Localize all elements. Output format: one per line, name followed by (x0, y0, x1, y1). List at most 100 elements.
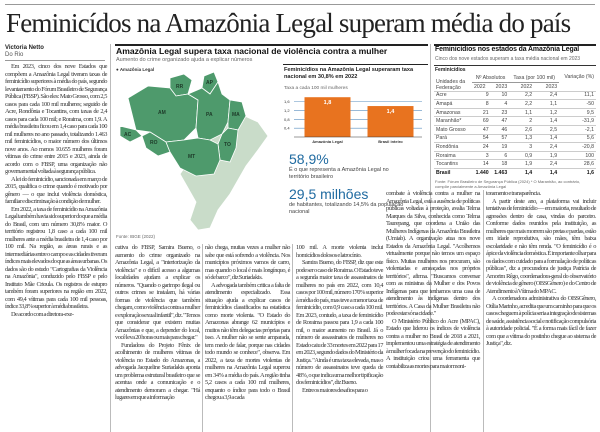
map-state-mt (165, 137, 221, 177)
y-tick-label: 1,2 (284, 108, 290, 113)
top-rule (5, 4, 595, 5)
table-row: Maranhão* 69 47 2 1,4 -31,9 (434, 116, 596, 127)
column-divider (430, 44, 431, 432)
state-name: Roraima (434, 151, 472, 161)
table-cell: 1,9 (534, 151, 560, 161)
table-cell: 1,3 (509, 134, 535, 144)
table-cell: 5,6 (559, 134, 596, 144)
table-cell: 2,6 (509, 125, 535, 135)
map-label-am: AM (158, 110, 166, 116)
header-variation: Variação (%) (559, 74, 596, 92)
total-cell: 1,6 (586, 170, 594, 177)
map-section-title: Amazônia Legal supera taxa nacional de v… (116, 46, 388, 56)
paragraph: combate à violência contra a mulher na A… (386, 190, 480, 317)
table-cell: 6 (490, 151, 510, 161)
map-state-ac (119, 125, 143, 143)
y-tick-label: 0,4 (284, 126, 290, 131)
column-divider (292, 244, 293, 432)
table-cell: 3 (509, 142, 535, 152)
state-name: Pará (434, 134, 472, 144)
x-category-label: Brasil inteiro (378, 139, 403, 144)
table-cell: 1,4 (534, 116, 560, 127)
table-cell: 2,5 (534, 125, 560, 135)
header-year: 2022 (472, 82, 491, 92)
table-cell: 69 (472, 116, 491, 127)
paragraph: Em 2023, cinco dos nove Estados que comp… (5, 63, 107, 175)
table-group-label: Feminicídios (435, 67, 466, 73)
article-column-1: Em 2023, cinco dos nove Estados que comp… (5, 63, 107, 318)
table-cell: 28,6 (559, 159, 596, 170)
table-cell: 2,2 (509, 99, 535, 109)
headline: Feminicídos na Amazônia Legal superam mé… (6, 8, 571, 38)
map-label-ac: AC (124, 132, 132, 138)
article-column-4: 100 mil. A morte violenta inclui homicíd… (296, 244, 383, 394)
table-cell: 4 (490, 99, 510, 109)
table-row: Mato Grosso 47 46 2,6 2,5 -2,1 (434, 125, 596, 135)
table-cell: 57 (490, 134, 510, 144)
x-category-label: Amazônia Legal (312, 139, 342, 144)
paragraph: A coordenadora administrativa do OBSGêne… (486, 295, 597, 347)
table-cell: 10 (490, 91, 510, 101)
state-name: Amapá (434, 99, 472, 109)
paragraph: O Ministério Público do Acre (MPAC), Est… (386, 317, 480, 370)
table-cell: 9 (472, 91, 491, 101)
table-total-row: Brasil 1.440 1.463 1,4 1,4 1,6 (434, 169, 596, 178)
header-abs: Nº Absolutos (472, 74, 510, 84)
article-column-3: não chega, muitas vezes a mulher não sab… (205, 244, 290, 402)
chart-ylabel: Taxa a cada 100 mil mulheres (284, 86, 348, 91)
table-row: Rondônia 24 19 3 2,4 -20,8 (434, 142, 596, 152)
table-row: Pará 54 57 1,3 1,4 5,6 (434, 134, 596, 144)
bar-value-label: 1,4 (387, 109, 396, 115)
table-cell: 11,1 (559, 91, 596, 101)
paragraph: Fundadora do Projeto Fênix de acolhiment… (115, 341, 200, 402)
table-row: Amapá 8 4 2,2 1,1 -50 (434, 99, 596, 109)
table-cell: 2,4 (534, 159, 560, 170)
paragraph: cutiva do FBSP, Samira Bueno, o aumento … (115, 244, 200, 341)
table-section-subtitle: Cinco dos nove estados superam a taxa mé… (435, 56, 581, 62)
paragraph: A partir deste ano, a plataforma vai inc… (486, 197, 596, 295)
stat-value-population: 29,5 milhões (289, 186, 369, 202)
bar-value-label: 1,8 (324, 100, 332, 106)
total-cell: 1,4 (549, 170, 558, 177)
map-legend-label: Amazônia Legal (119, 67, 155, 72)
paragraph: De acordo com a diretora-exe- (11, 310, 74, 318)
map-label-pa: PA (206, 112, 213, 118)
table-cell: 8 (472, 99, 491, 109)
table-section-rule (434, 44, 596, 46)
stat-value-area: 58,9% (289, 151, 329, 167)
paragraph: Samira Bueno, do FBSP, diz que este pode… (296, 259, 383, 386)
table-row: Amazonas 21 23 1,1 1,2 9,5 (434, 108, 596, 118)
table-cell: 3 (472, 151, 491, 161)
y-tick-label: 1,6 (284, 99, 290, 104)
header-year: 2023 (490, 82, 510, 92)
map-section-subtitle: Aumento do crime organizado ajuda a expl… (116, 57, 253, 63)
table-cell: 23 (490, 108, 510, 118)
paragraph: Entre os maiores desafios para o (302, 386, 368, 394)
column-divider (110, 44, 111, 432)
article-column-6: toramento e transparência. A partir dest… (486, 190, 596, 348)
map-label-rr: RR (176, 84, 184, 90)
state-name: Maranhão* (434, 116, 472, 127)
paragraph: não chega, muitas vezes a mulher não sab… (205, 244, 290, 281)
table-cell: 1,1 (509, 108, 535, 118)
stat-desc-population: de habitantes, totalizando 14,5% da popu… (289, 202, 404, 215)
byline-rule (5, 60, 105, 61)
state-name: Tocantins (434, 159, 472, 170)
total-cell: 1.440 (475, 170, 489, 177)
table-cell: 2,2 (509, 91, 535, 101)
table-cell: 14 (472, 159, 491, 170)
header-unit: Unidades da Federação (434, 74, 472, 92)
byline-author: Victoria Netto (5, 45, 44, 51)
map-label-to: TO (224, 142, 231, 148)
table-cell: 9,5 (559, 108, 596, 118)
header-year: 2022 (509, 82, 535, 92)
header-year: 2023 (534, 82, 560, 92)
table-cell: -50 (559, 99, 596, 109)
map-legend: ● Amazônia Legal (116, 67, 155, 72)
table-cell: -20,8 (559, 142, 596, 152)
total-cell: 1,4 (524, 170, 533, 177)
table-cell: 0,9 (509, 151, 535, 161)
column-divider (202, 244, 203, 432)
table-row: Roraima 3 6 0,9 1,9 100 (434, 151, 596, 161)
table-cell: 1,4 (534, 134, 560, 144)
